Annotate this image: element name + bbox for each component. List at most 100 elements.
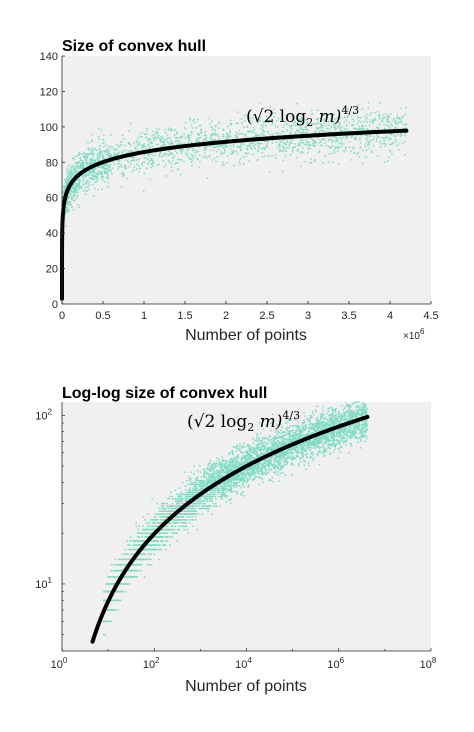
scatter-point <box>223 143 225 146</box>
scatter-point <box>331 141 333 144</box>
scatter-point <box>226 489 229 492</box>
scatter-point <box>164 152 166 155</box>
scatter-point <box>148 544 150 546</box>
scatter-point <box>329 138 331 141</box>
scatter-point <box>94 175 97 177</box>
scatter-point <box>71 191 73 194</box>
scatter-point <box>248 119 251 122</box>
scatter-point <box>138 141 141 144</box>
scatter-point <box>315 142 318 144</box>
scatter-point <box>86 141 88 144</box>
scatter-point <box>170 142 172 144</box>
scatter-point <box>359 147 361 149</box>
scatter-point <box>226 162 228 164</box>
scatter-point <box>363 404 365 407</box>
scatter-point <box>191 132 193 134</box>
scatter-point <box>68 192 71 194</box>
scatter-point <box>372 138 374 141</box>
scatter-point <box>267 131 269 133</box>
scatter-point <box>374 118 377 121</box>
scatter-point <box>207 493 210 496</box>
scatter-point <box>381 137 384 139</box>
scatter-point <box>152 540 155 542</box>
scatter-point <box>182 502 184 505</box>
scatter-point <box>371 129 374 131</box>
scatter-point <box>213 462 215 464</box>
scatter-point <box>104 172 106 175</box>
scatter-point <box>212 129 214 131</box>
scatter-point <box>359 139 361 141</box>
scatter-point <box>404 134 406 137</box>
scatter-point <box>363 431 366 433</box>
scatter-point <box>287 452 289 455</box>
scatter-point <box>286 147 288 149</box>
scatter-point <box>222 490 224 492</box>
scatter-point <box>333 422 336 425</box>
scatter-point <box>356 153 358 155</box>
scatter-point <box>214 131 216 134</box>
scatter-point <box>103 146 105 148</box>
scatter-point <box>247 131 250 133</box>
scatter-point <box>166 134 169 137</box>
scatter-point <box>93 169 95 171</box>
scatter-point <box>84 158 87 161</box>
scatter-point <box>346 438 348 440</box>
scatter-point <box>227 484 230 487</box>
scatter-point <box>234 134 236 137</box>
scatter-point <box>136 143 139 145</box>
scatter-point <box>189 118 191 121</box>
scatter-point <box>241 132 243 135</box>
scatter-point <box>289 436 291 438</box>
scatter-point <box>338 142 340 144</box>
scatter-point <box>231 452 234 455</box>
scatter-point <box>209 491 212 493</box>
scatter-point <box>289 138 292 140</box>
scatter-point <box>99 160 101 162</box>
scatter-point <box>76 191 78 194</box>
scatter-point <box>389 132 391 135</box>
scatter-point <box>194 149 197 151</box>
scatter-point <box>83 166 85 169</box>
scatter-point <box>304 128 307 131</box>
scatter-point <box>322 125 324 127</box>
scatter-point <box>322 418 325 420</box>
scatter-point <box>189 505 192 507</box>
scatter-point <box>294 143 296 145</box>
scatter-point <box>101 175 103 177</box>
scatter-point <box>212 466 214 469</box>
scatter-point <box>101 172 103 175</box>
scatter-point <box>399 135 402 137</box>
scatter-point <box>394 122 397 124</box>
scatter-point <box>261 461 264 464</box>
scatter-point <box>269 106 272 108</box>
scatter-point <box>87 153 89 155</box>
scatter-point <box>275 424 278 426</box>
scatter-point <box>268 479 270 481</box>
scatter-point <box>333 126 335 129</box>
scatter-point <box>142 144 144 147</box>
scatter-point <box>322 413 325 415</box>
scatter-point <box>351 115 353 118</box>
scatter-point <box>155 136 157 139</box>
scatter-point <box>232 144 235 146</box>
scatter-point <box>282 126 284 129</box>
scatter-point <box>183 126 186 129</box>
scatter-point <box>224 150 226 152</box>
scatter-point <box>170 170 173 172</box>
scatter-point <box>251 131 253 134</box>
scatter-point <box>341 117 343 119</box>
scatter-point <box>331 152 334 154</box>
scatter-point <box>343 143 345 145</box>
scatter-point <box>300 445 303 448</box>
scatter-point <box>286 139 289 142</box>
scatter-point <box>120 143 123 146</box>
scatter-point <box>245 135 248 138</box>
scatter-point <box>190 154 193 156</box>
scatter-point <box>304 415 306 417</box>
scatter-point <box>159 519 162 521</box>
scatter-point <box>284 142 286 144</box>
scatter-point <box>279 445 282 447</box>
scatter-point <box>240 118 243 120</box>
scatter-point <box>279 150 281 153</box>
scatter-point <box>387 114 389 116</box>
